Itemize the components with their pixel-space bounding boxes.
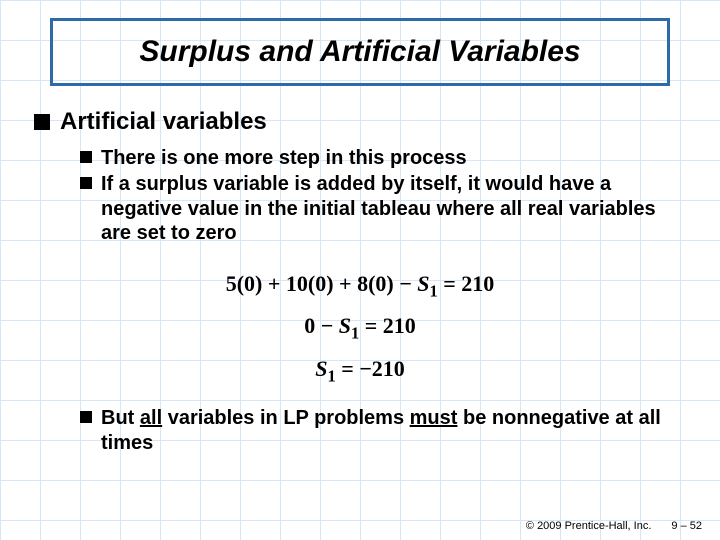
text-run: But (101, 407, 140, 429)
text-run: variables in LP problems (162, 407, 410, 429)
title-box: Surplus and Artificial Variables (50, 18, 670, 86)
bullet-level2: But all variables in LP problems must be… (80, 406, 690, 455)
equation-block: 5(0) + 10(0) + 8(0) − S1 = 210 0 − S1 = … (30, 264, 690, 393)
eq-var: S (315, 356, 327, 381)
equation-line: S1 = −210 (30, 349, 690, 392)
bullet-level2: If a surplus variable is added by itself… (80, 172, 690, 245)
eq-sub: 1 (351, 324, 359, 343)
text-underline: must (410, 407, 458, 429)
equation-line: 5(0) + 10(0) + 8(0) − S1 = 210 (30, 264, 690, 307)
square-bullet-icon (80, 177, 92, 189)
eq-var: S (339, 313, 351, 338)
eq-sub: 1 (430, 281, 438, 300)
eq-text: = 210 (359, 313, 416, 338)
slide-title: Surplus and Artificial Variables (63, 35, 657, 69)
bullet-level2: There is one more step in this process (80, 146, 690, 170)
slide-content: Surplus and Artificial Variables Artific… (0, 0, 720, 540)
eq-text: = 210 (438, 271, 495, 296)
square-bullet-icon (34, 114, 50, 130)
lvl2-text: There is one more step in this process (101, 146, 467, 170)
lvl1-heading: Artificial variables (60, 108, 267, 136)
square-bullet-icon (80, 151, 92, 163)
eq-sub: 1 (327, 367, 335, 386)
bullet-level1: Artificial variables (34, 108, 690, 136)
eq-var: S (417, 271, 429, 296)
eq-text: 5(0) + 10(0) + 8(0) − (226, 271, 418, 296)
eq-text: = −210 (336, 356, 405, 381)
eq-text: 0 − (304, 313, 339, 338)
equation-line: 0 − S1 = 210 (30, 306, 690, 349)
square-bullet-icon (80, 411, 92, 423)
lvl2-text: But all variables in LP problems must be… (101, 406, 690, 455)
lvl2-text: If a surplus variable is added by itself… (101, 172, 690, 245)
text-underline: all (140, 407, 162, 429)
